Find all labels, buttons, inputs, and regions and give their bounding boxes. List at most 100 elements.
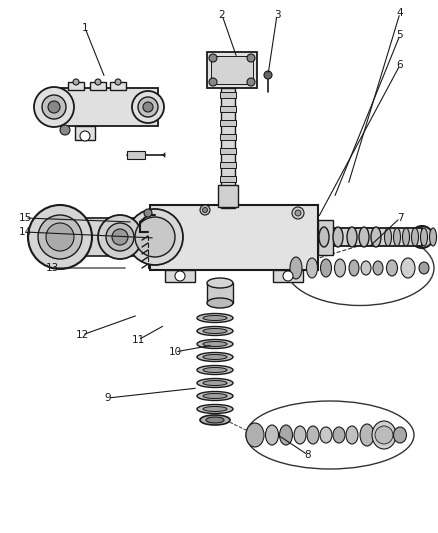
Ellipse shape: [202, 407, 226, 411]
Ellipse shape: [384, 228, 391, 246]
Ellipse shape: [200, 415, 230, 425]
Ellipse shape: [197, 378, 233, 387]
Circle shape: [98, 215, 141, 259]
Circle shape: [374, 426, 392, 444]
Circle shape: [95, 79, 101, 85]
Text: 13: 13: [45, 263, 59, 273]
Ellipse shape: [410, 226, 432, 248]
Text: 5: 5: [396, 30, 403, 40]
Ellipse shape: [370, 227, 380, 247]
Bar: [219, 134, 236, 140]
Circle shape: [291, 207, 303, 219]
Ellipse shape: [359, 424, 373, 446]
Ellipse shape: [372, 261, 382, 275]
Circle shape: [202, 207, 207, 213]
Ellipse shape: [207, 298, 233, 308]
Bar: [219, 106, 236, 112]
Text: 8: 8: [304, 450, 311, 460]
Ellipse shape: [290, 257, 301, 279]
Circle shape: [247, 78, 254, 86]
Bar: [220, 88, 234, 208]
Ellipse shape: [197, 340, 233, 349]
Ellipse shape: [197, 313, 233, 322]
Text: 2: 2: [218, 10, 225, 20]
Ellipse shape: [332, 227, 342, 247]
Circle shape: [80, 131, 90, 141]
Circle shape: [48, 101, 60, 113]
Ellipse shape: [207, 278, 233, 288]
Ellipse shape: [360, 261, 370, 275]
Ellipse shape: [202, 328, 226, 334]
Ellipse shape: [197, 352, 233, 361]
Circle shape: [60, 125, 70, 135]
Bar: [90, 82, 106, 90]
Ellipse shape: [392, 228, 399, 246]
Circle shape: [143, 102, 153, 112]
Ellipse shape: [348, 260, 358, 276]
Text: 15: 15: [18, 213, 32, 223]
Ellipse shape: [402, 228, 409, 246]
Ellipse shape: [197, 327, 233, 335]
Bar: [75, 126, 95, 140]
Ellipse shape: [202, 393, 226, 399]
Circle shape: [263, 71, 272, 79]
Bar: [60, 218, 158, 256]
Ellipse shape: [306, 426, 318, 444]
Circle shape: [138, 97, 158, 117]
Ellipse shape: [392, 427, 406, 443]
Circle shape: [132, 91, 164, 123]
Ellipse shape: [400, 258, 414, 278]
Bar: [110, 82, 126, 90]
Ellipse shape: [346, 227, 356, 247]
Ellipse shape: [265, 425, 278, 445]
Circle shape: [42, 95, 66, 119]
Ellipse shape: [410, 228, 417, 246]
Circle shape: [144, 209, 152, 217]
Bar: [218, 185, 237, 207]
Ellipse shape: [385, 260, 396, 276]
Text: 14: 14: [18, 227, 32, 237]
Ellipse shape: [428, 228, 435, 246]
Text: 11: 11: [131, 335, 144, 345]
Ellipse shape: [418, 262, 428, 274]
Circle shape: [28, 205, 92, 269]
Ellipse shape: [197, 405, 233, 414]
Circle shape: [294, 210, 300, 216]
Text: 1: 1: [81, 23, 88, 33]
Ellipse shape: [371, 421, 395, 449]
Circle shape: [106, 223, 134, 251]
Circle shape: [112, 229, 128, 245]
Ellipse shape: [320, 259, 331, 277]
Ellipse shape: [332, 427, 344, 443]
Ellipse shape: [245, 423, 263, 447]
Text: 4: 4: [396, 8, 403, 18]
Circle shape: [46, 223, 74, 251]
Circle shape: [73, 79, 79, 85]
Bar: [150, 205, 317, 270]
Bar: [68, 82, 84, 90]
Bar: [207, 283, 233, 303]
Circle shape: [208, 54, 216, 62]
Text: 9: 9: [104, 393, 111, 403]
Ellipse shape: [202, 342, 226, 346]
Bar: [219, 120, 236, 126]
Ellipse shape: [245, 401, 413, 469]
Bar: [272, 270, 302, 282]
Circle shape: [135, 217, 175, 257]
Text: 6: 6: [396, 60, 403, 70]
Text: 3: 3: [273, 10, 280, 20]
Circle shape: [247, 54, 254, 62]
Bar: [207, 52, 256, 88]
Bar: [219, 162, 236, 168]
Bar: [317, 220, 332, 255]
Circle shape: [34, 87, 74, 127]
Circle shape: [115, 79, 121, 85]
Ellipse shape: [202, 381, 226, 385]
Circle shape: [208, 78, 216, 86]
Ellipse shape: [306, 258, 317, 278]
Ellipse shape: [420, 228, 427, 246]
Ellipse shape: [279, 425, 292, 445]
Circle shape: [38, 215, 82, 259]
Circle shape: [200, 205, 209, 215]
Ellipse shape: [293, 426, 305, 444]
